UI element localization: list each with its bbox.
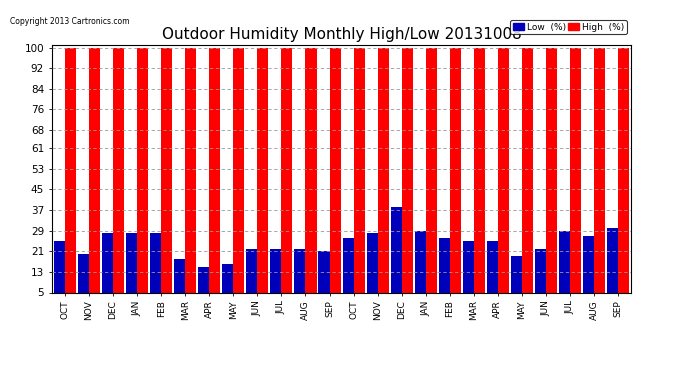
Bar bbox=[54, 241, 65, 292]
Bar bbox=[366, 233, 377, 292]
Bar bbox=[113, 48, 124, 292]
Bar bbox=[474, 48, 485, 292]
Bar bbox=[463, 241, 474, 292]
Bar bbox=[391, 207, 402, 292]
Bar bbox=[198, 267, 209, 292]
Bar bbox=[583, 236, 594, 292]
Bar bbox=[535, 249, 546, 292]
Bar bbox=[295, 249, 306, 292]
Bar bbox=[559, 231, 570, 292]
Bar bbox=[185, 48, 196, 292]
Bar bbox=[65, 48, 76, 292]
Bar bbox=[174, 259, 185, 292]
Bar bbox=[342, 238, 353, 292]
Bar bbox=[270, 249, 282, 292]
Bar bbox=[222, 264, 233, 292]
Bar bbox=[377, 48, 388, 292]
Bar bbox=[498, 48, 509, 292]
Bar bbox=[330, 48, 341, 292]
Bar bbox=[306, 48, 317, 292]
Bar bbox=[150, 233, 161, 292]
Bar bbox=[209, 48, 220, 292]
Bar bbox=[487, 241, 498, 292]
Bar bbox=[426, 48, 437, 292]
Text: Copyright 2013 Cartronics.com: Copyright 2013 Cartronics.com bbox=[10, 17, 130, 26]
Bar bbox=[439, 238, 450, 292]
Bar bbox=[233, 48, 244, 292]
Bar bbox=[353, 48, 364, 292]
Bar bbox=[607, 228, 618, 292]
Bar bbox=[570, 48, 581, 292]
Bar bbox=[161, 48, 172, 292]
Bar bbox=[618, 48, 629, 292]
Bar bbox=[319, 251, 330, 292]
Bar bbox=[137, 48, 148, 292]
Bar bbox=[282, 48, 293, 292]
Bar bbox=[522, 48, 533, 292]
Bar bbox=[246, 249, 257, 292]
Bar bbox=[450, 48, 461, 292]
Bar bbox=[89, 48, 100, 292]
Bar bbox=[257, 48, 268, 292]
Bar bbox=[511, 256, 522, 292]
Title: Outdoor Humidity Monthly High/Low 20131008: Outdoor Humidity Monthly High/Low 201310… bbox=[161, 27, 522, 42]
Bar bbox=[594, 48, 605, 292]
Bar bbox=[546, 48, 557, 292]
Bar bbox=[415, 231, 426, 292]
Bar bbox=[78, 254, 89, 292]
Bar bbox=[126, 233, 137, 292]
Legend: Low  (%), High  (%): Low (%), High (%) bbox=[510, 20, 627, 34]
Bar bbox=[102, 233, 113, 292]
Bar bbox=[402, 48, 413, 292]
